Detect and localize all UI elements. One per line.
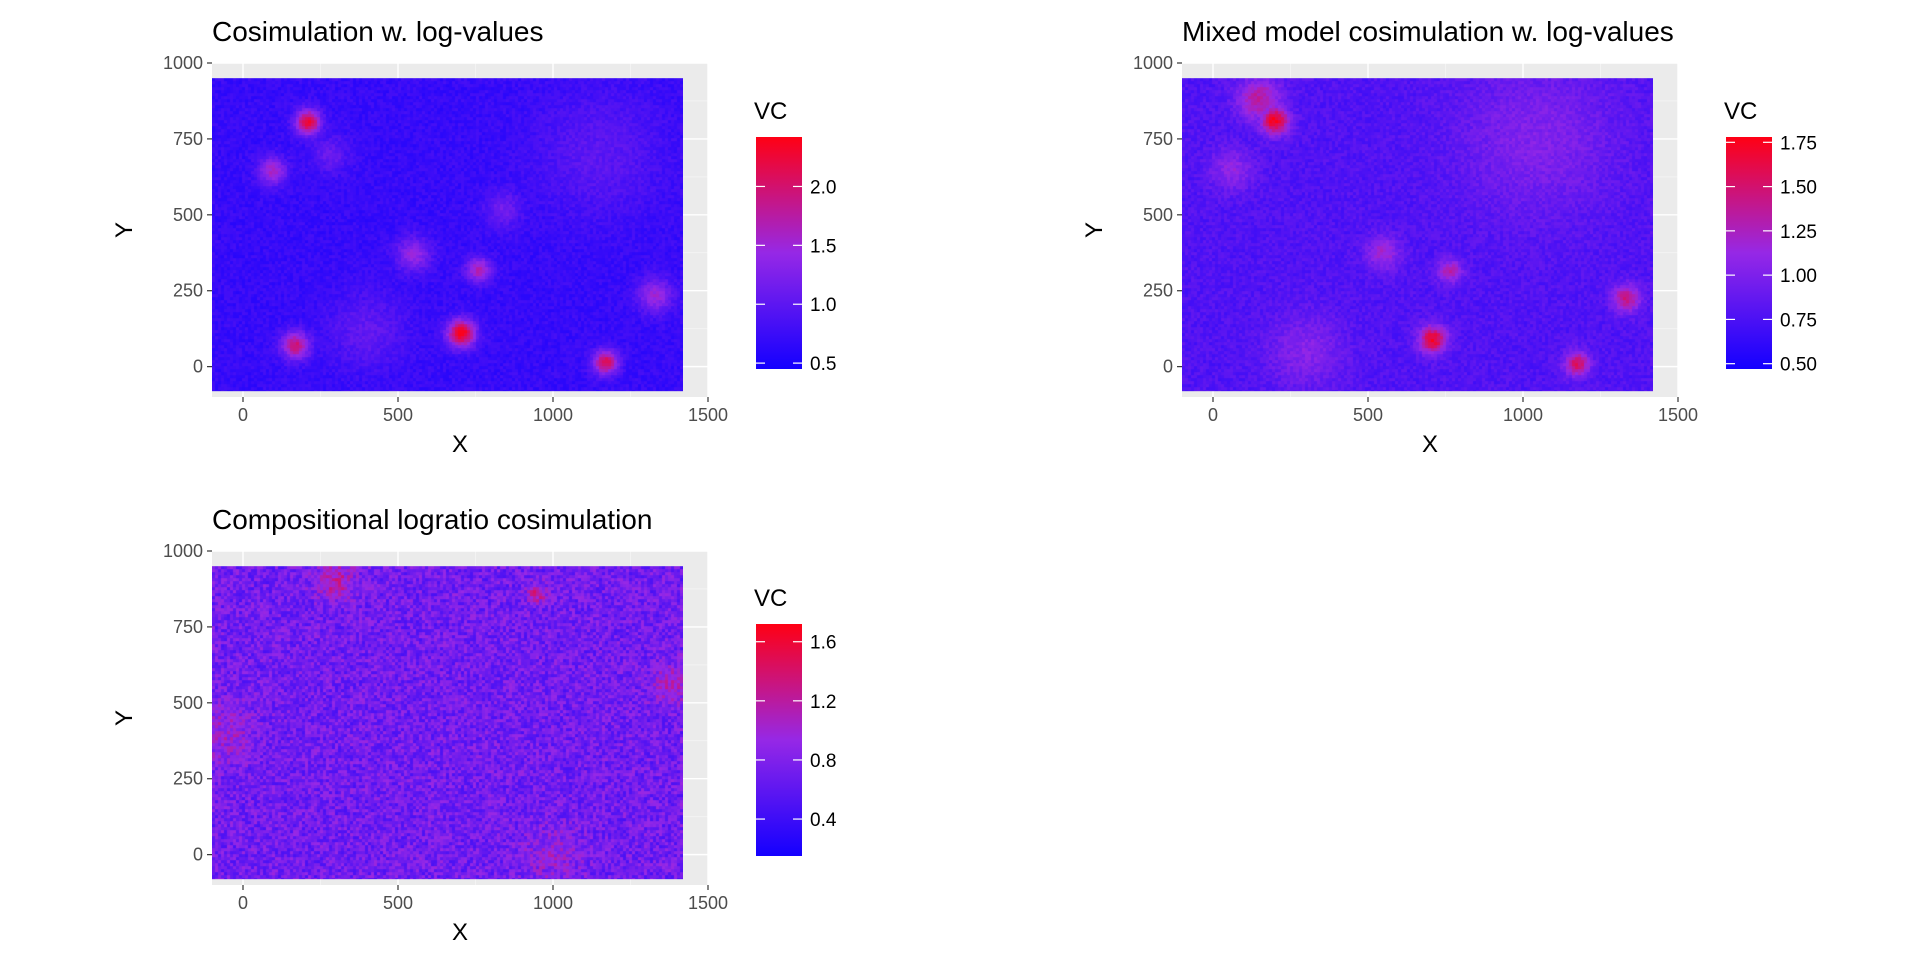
legend-tick-label: 0.4 [810,810,837,831]
y-tick-label: 250 [173,281,203,301]
legend-tick-label: 0.75 [1780,310,1817,331]
y-tick-label: 250 [1143,281,1173,301]
legend-tick-label: 1.6 [810,633,836,654]
x-axis-title: X [452,919,468,946]
legend-colorbar [756,137,802,369]
legend-tick-label: 0.50 [1780,355,1817,376]
x-tick-label: 0 [238,893,248,913]
plot-title: Compositional logratio cosimulation [212,504,652,535]
plot-title: Mixed model cosimulation w. log-values [1182,16,1674,47]
legend-title: VC [754,98,787,125]
legend-title: VC [1724,98,1757,125]
y-tick-label: 0 [1163,357,1173,377]
y-tick-label: 250 [173,769,203,789]
heatmap-raster [1182,78,1653,392]
y-axis-title: Y [1081,222,1108,238]
x-tick-label: 1000 [533,405,573,425]
legend-tick-label: 1.2 [810,692,836,713]
panel-2: 0 500 1000 1500 0 250 500 750 1000 X Y Mixed model … [1081,16,1817,458]
y-axis-title: Y [111,710,138,726]
x-tick-label: 1500 [688,893,728,913]
y-tick-label: 500 [1143,205,1173,225]
legend-tick-label: 1.50 [1780,178,1817,199]
legend-colorbar [1726,137,1772,369]
y-tick-label: 750 [1143,129,1173,149]
panel-1: 0 500 1000 1500 0 250 500 750 1000 X Y Cosimulation… [111,16,836,458]
legend-tick-label: 0.5 [810,354,836,375]
plot-title: Cosimulation w. log-values [212,16,544,47]
x-tick-label: 1500 [1658,405,1698,425]
y-tick-label: 1000 [1133,53,1173,73]
x-tick-label: 500 [383,405,413,425]
legend-tick-label: 0.8 [810,751,836,772]
x-tick-label: 1000 [1503,405,1543,425]
x-tick-label: 500 [383,893,413,913]
x-axis-title: X [452,431,468,458]
y-tick-label: 500 [173,693,203,713]
x-tick-label: 0 [1208,405,1218,425]
panel-3: 0 500 1000 1500 0 250 500 750 1000 X Y Compositiona… [111,504,837,946]
x-tick-label: 1500 [688,405,728,425]
heatmap-raster [212,78,683,392]
x-tick-label: 0 [238,405,248,425]
y-tick-label: 750 [173,617,203,637]
y-tick-label: 1000 [163,541,203,561]
y-tick-label: 500 [173,205,203,225]
y-tick-label: 1000 [163,53,203,73]
legend-tick-label: 1.5 [810,236,836,257]
legend-tick-label: 1.0 [810,295,836,316]
legend-tick-label: 2.0 [810,177,836,198]
legend-tick-label: 1.00 [1780,266,1817,287]
x-tick-label: 1000 [533,893,573,913]
y-tick-label: 0 [193,845,203,865]
y-tick-label: 750 [173,129,203,149]
x-axis-title: X [1422,431,1438,458]
legend-tick-label: 1.75 [1780,133,1817,154]
legend-colorbar [756,624,802,856]
legend-title: VC [754,585,787,612]
y-axis-title: Y [111,222,138,238]
heatmap-raster [212,566,683,880]
legend-tick-label: 1.25 [1780,222,1817,243]
y-tick-label: 0 [193,357,203,377]
x-tick-label: 500 [1353,405,1383,425]
